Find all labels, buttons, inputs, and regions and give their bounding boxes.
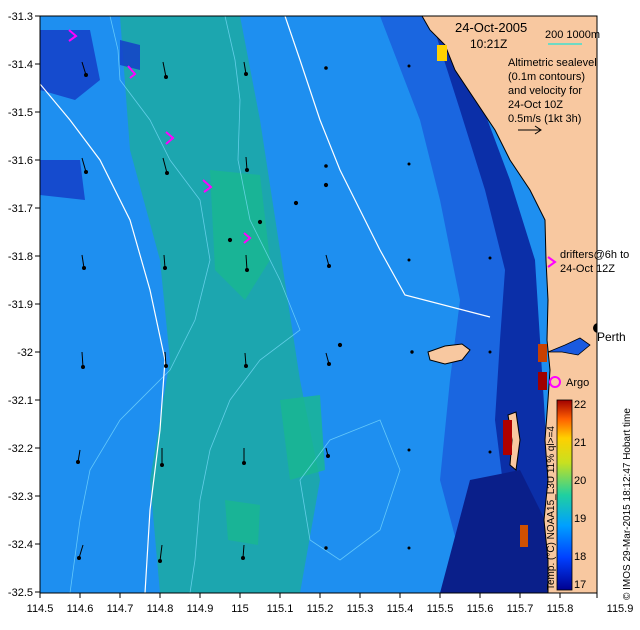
x-tick-label: 115.8 — [547, 603, 574, 615]
isobath-200m — [284, 16, 491, 318]
map-time: 10:21Z — [470, 37, 507, 51]
colorbar — [556, 399, 573, 591]
legend-block: Altimetric sealevel (0.1m contours) and … — [508, 57, 597, 125]
argo-label: Argo — [566, 377, 589, 389]
x-tick-label: 114.8 — [147, 603, 174, 615]
colorbar-ticks: 22 21 20 19 18 17 — [574, 399, 586, 591]
legend-line: 0.5m/s (1kt 3h) — [508, 113, 581, 125]
warm-coastal-pixel — [503, 420, 512, 455]
legend-line: Altimetric sealevel — [508, 57, 597, 69]
legend-line: (0.1m contours) — [508, 71, 585, 83]
colorbar-tick-label: 20 — [574, 475, 586, 487]
x-tick-label: 114.7 — [107, 603, 134, 615]
isobath-1000m — [40, 83, 166, 593]
colorbar-title: Temp. (°C) NOAA15_L3U 11% ql>=4 — [546, 426, 557, 590]
drifter-legend: drifters@6h to 24-Oct 12Z — [560, 249, 629, 275]
cool-patch-nw — [40, 30, 140, 200]
y-tick-label: -32.4 — [8, 539, 33, 551]
y-tick-label: -31.5 — [8, 107, 33, 119]
colorbar-tick-label: 22 — [574, 399, 586, 411]
drifter-legend-line: drifters@6h to — [560, 249, 629, 261]
colorbar-tick-label: 21 — [574, 437, 586, 449]
map-date: 24-Oct-2005 — [455, 20, 527, 35]
scale-label: 200 1000m — [545, 29, 600, 41]
x-tick-label: 114.9 — [187, 603, 214, 615]
x-tick-label: 114.5 — [27, 603, 54, 615]
land-mass — [421, 16, 597, 593]
x-tick-label: 115.3 — [347, 603, 374, 615]
rottnest-island — [427, 343, 471, 365]
x-tick-label: 115.2 — [307, 603, 334, 615]
y-tick-label: -31.9 — [8, 299, 33, 311]
warm-coastal-pixel — [538, 344, 547, 362]
x-tick-label: 115.4 — [387, 603, 414, 615]
x-tick-label: 115.9 — [607, 603, 634, 615]
warm-coastal-pixel — [437, 45, 447, 61]
x-tick-label: 115.6 — [467, 603, 494, 615]
warm-coastal-pixel — [520, 525, 528, 547]
y-tick-label: -32.2 — [8, 443, 33, 455]
argo-marker — [549, 376, 561, 388]
x-tick-label: 114.6 — [67, 603, 94, 615]
x-axis-labels: 114.5 114.6 114.7 114.8 114.9 115 115.1 … — [27, 603, 634, 615]
perth-marker — [593, 323, 597, 333]
inshore-cool-water — [430, 16, 560, 593]
legend-line: and velocity for — [508, 85, 582, 97]
y-axis-labels: -31.3 -31.4 -31.5 -31.6 -31.7 -31.8 -31.… — [8, 11, 33, 599]
swan-river — [547, 337, 591, 356]
x-tick-label: 115.5 — [427, 603, 454, 615]
y-tick-label: -32.5 — [8, 587, 33, 599]
y-tick-label: -31.4 — [8, 59, 33, 71]
x-tick-label: 115.1 — [267, 603, 294, 615]
y-tick-label: -32 — [17, 347, 33, 359]
perth-label: Perth — [597, 330, 626, 344]
map-plot-area — [40, 16, 597, 593]
colorbar-tick-label: 19 — [574, 513, 586, 525]
colorbar-tick-label: 17 — [574, 579, 586, 591]
colorbar-tick-label: 18 — [574, 551, 586, 563]
drifter-legend-line: 24-Oct 12Z — [560, 263, 615, 275]
velocity-scale-arrowhead — [534, 125, 542, 135]
y-tick-label: -31.6 — [8, 155, 33, 167]
y-tick-label: -32.3 — [8, 491, 33, 503]
y-tick-label: -31.8 — [8, 251, 33, 263]
nearshore-dark-water — [440, 470, 555, 593]
y-tick-label: -31.3 — [8, 11, 33, 23]
credit-text: © IMOS 29-Mar-2015 18:12:47 Hobart time — [622, 408, 633, 600]
sealevel-contours — [69, 16, 401, 593]
drifter-tracks — [68, 29, 557, 268]
y-tick-label: -31.7 — [8, 203, 33, 215]
x-tick-label: 115.7 — [507, 603, 534, 615]
velocity-vectors — [76, 61, 492, 563]
warm-coastal-pixel — [538, 372, 547, 390]
legend-line: 24-Oct 10Z — [508, 99, 563, 111]
axis-ticks — [35, 15, 598, 598]
x-tick-label: 115 — [231, 603, 249, 615]
y-tick-label: -32.1 — [8, 395, 33, 407]
warm-water-patches — [210, 170, 325, 545]
